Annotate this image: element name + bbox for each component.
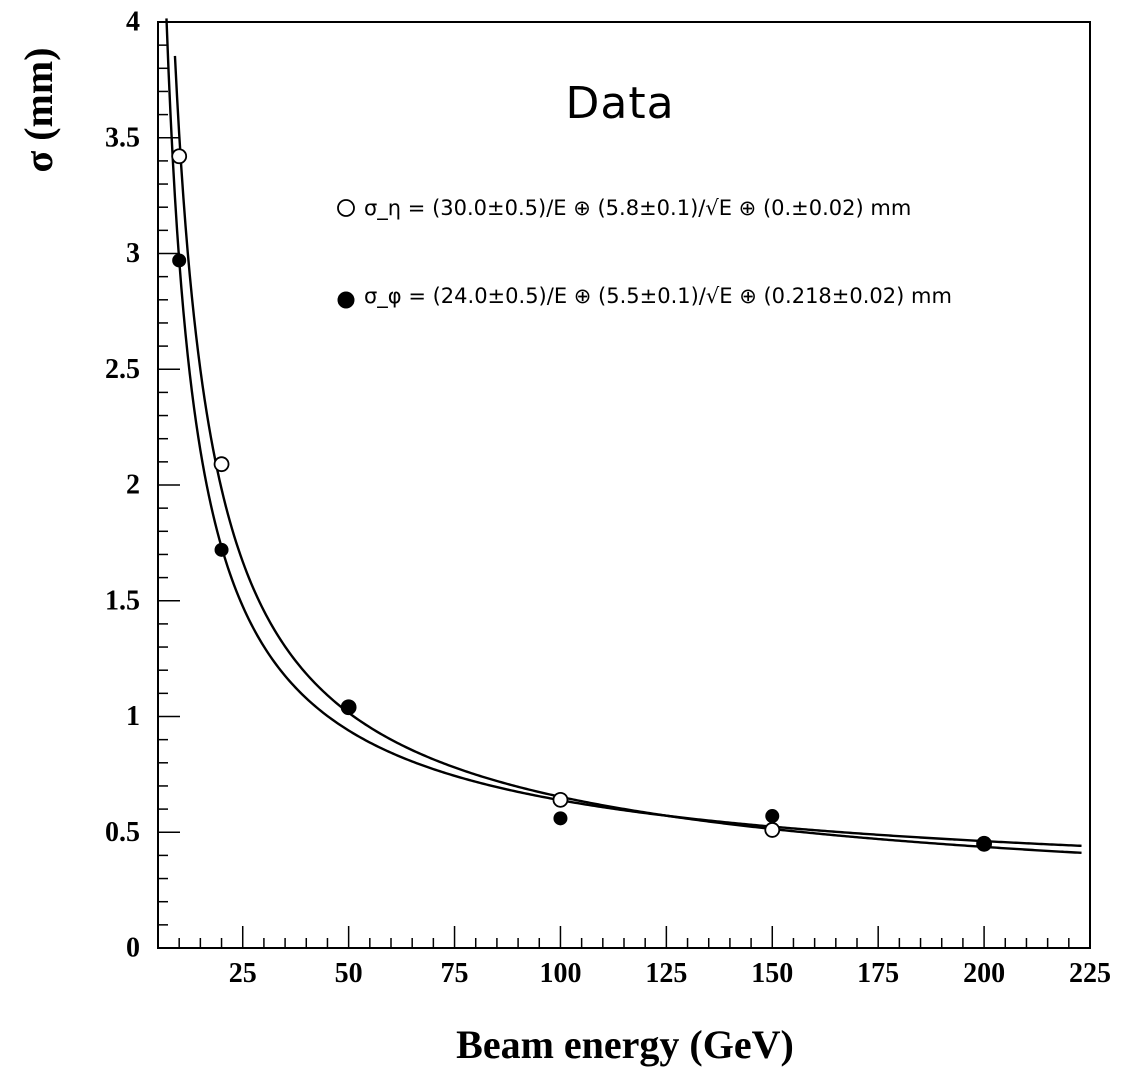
data-point-eta: [552, 791, 569, 808]
x-tick-label: 75: [441, 958, 469, 989]
y-tick-label: 3: [126, 238, 140, 269]
data-point-eta: [213, 456, 230, 473]
x-tick-label: 50: [335, 958, 363, 989]
y-tick-label: 2.5: [105, 354, 140, 385]
legend-marker-open: [337, 199, 355, 217]
data-point-eta: [764, 822, 781, 838]
legend-label-phi: σ_φ = (24.0±0.5)/E ⊕ (5.5±0.1)/√E ⊕ (0.2…: [364, 284, 952, 309]
x-tick-label: 100: [539, 958, 581, 989]
x-tick-label: 150: [751, 958, 793, 989]
fit-curve-eta: [173, 55, 1082, 855]
data-point-phi: [765, 809, 780, 824]
x-tick-label: 225: [1069, 958, 1111, 989]
data-point-phi: [553, 811, 568, 826]
legend-label-eta: σ_η = (30.0±0.5)/E ⊕ (5.8±0.1)/√E ⊕ (0.±…: [364, 196, 911, 221]
y-tick-label: 2: [126, 470, 140, 501]
fit-curve-phi: [165, 18, 1082, 848]
data-point-phi: [341, 700, 356, 715]
y-tick-label: 0.5: [105, 817, 140, 848]
legend-marker-filled: [337, 291, 355, 309]
data-point-phi: [214, 542, 229, 557]
y-tick-label: 1: [126, 701, 140, 732]
legend: σ_η = (30.0±0.5)/E ⊕ (5.8±0.1)/√E ⊕ (0.±…: [337, 196, 952, 309]
x-axis-title: Beam energy (GeV): [456, 1022, 794, 1067]
y-tick-label: 1.5: [105, 585, 140, 616]
y-tick-label: 3.5: [105, 122, 140, 153]
y-axis-title: σ (mm): [16, 47, 61, 172]
x-tick-label: 200: [963, 958, 1005, 989]
x-tick-label: 125: [645, 958, 687, 989]
chart-title: Data: [565, 78, 674, 129]
x-tick-label: 175: [857, 958, 899, 989]
y-tick-label: 4: [126, 7, 140, 38]
x-tick-label: 25: [229, 958, 257, 989]
data-point-eta: [171, 148, 188, 165]
data-point-phi: [172, 253, 187, 268]
y-tick-label: 0: [126, 933, 140, 964]
data-point-phi: [977, 836, 992, 851]
